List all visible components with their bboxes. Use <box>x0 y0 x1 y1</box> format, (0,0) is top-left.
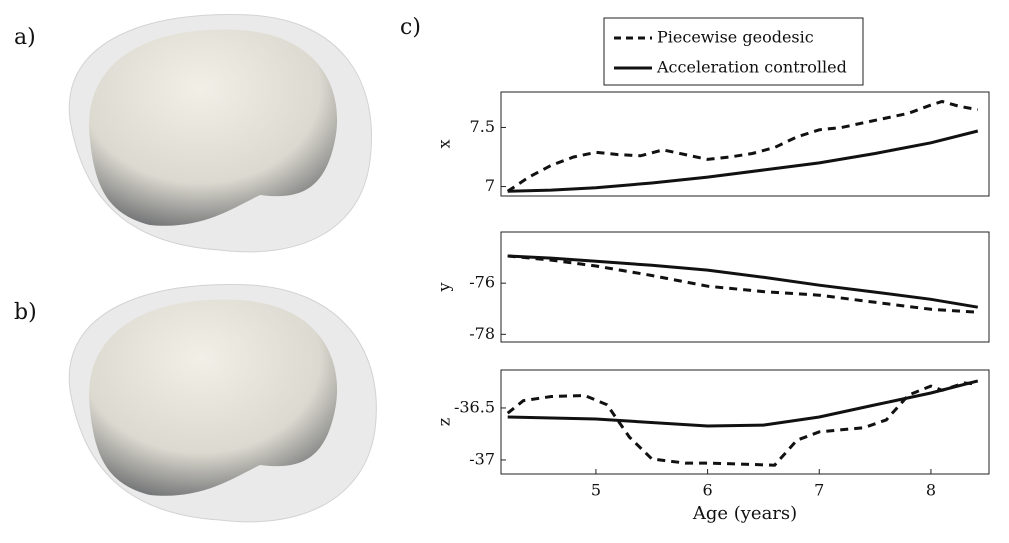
series-line <box>506 99 979 193</box>
x-tick-label: 5 <box>591 481 601 500</box>
legend-label: Piecewise geodesic <box>657 28 814 47</box>
series-line <box>507 254 979 309</box>
y-axis-label: y <box>435 282 454 292</box>
series-line <box>507 254 978 314</box>
x-tick-label: 7 <box>814 481 824 500</box>
y-tick-label: -37 <box>469 449 495 468</box>
y-tick-label: -76 <box>469 273 495 292</box>
legend-label: Acceleration controlled <box>656 58 847 77</box>
x-tick-label: 8 <box>926 481 936 500</box>
y-tick-label: 7.5 <box>470 117 495 136</box>
plot-frame <box>500 231 990 343</box>
plot-frame <box>500 369 990 475</box>
series-line <box>506 381 978 467</box>
series-line <box>507 379 979 428</box>
plot-frame <box>500 91 990 197</box>
series-line <box>507 129 979 193</box>
y-axis-label: z <box>435 418 454 426</box>
x-axis-label: Age (years) <box>692 503 797 524</box>
panel-label: a) <box>14 25 36 50</box>
y-tick-label: 7 <box>485 176 495 195</box>
x-tick-label: 6 <box>702 481 712 500</box>
brain-a <box>68 13 372 253</box>
y-tick-label: -36.5 <box>454 397 495 416</box>
y-tick-label: -78 <box>469 324 495 343</box>
panel-label: c) <box>400 15 421 40</box>
panel-label: b) <box>14 300 37 325</box>
y-axis-label: x <box>435 139 454 148</box>
legend <box>603 17 864 86</box>
brain-b <box>68 283 377 523</box>
